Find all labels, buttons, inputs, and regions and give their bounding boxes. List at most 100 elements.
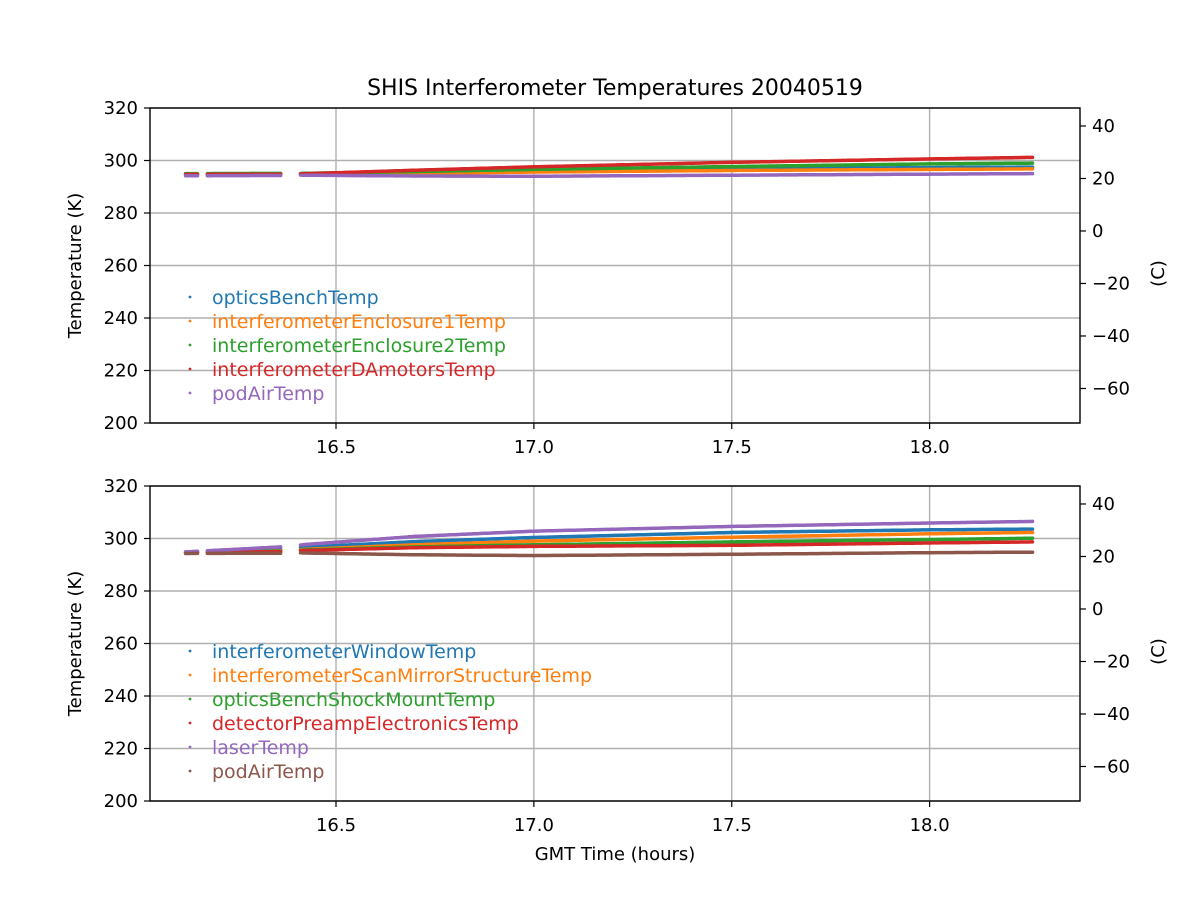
data-point — [532, 544, 536, 548]
legend-marker-opticsBenchShockMountTemp — [188, 697, 192, 701]
subplots: 16.5 17.0 17.5 18.0200220240260280300320−60… — [65, 98, 1169, 865]
data-point — [532, 165, 536, 169]
data-point — [532, 553, 536, 558]
data-point — [730, 160, 734, 164]
data-point — [532, 170, 536, 174]
y-right-tick-label: 20 — [1092, 168, 1115, 189]
data-point — [730, 552, 734, 556]
data-point — [928, 521, 932, 525]
series-group — [183, 519, 1035, 558]
y-right-tick-label: −60 — [1092, 756, 1130, 777]
data-point — [532, 167, 536, 172]
data-point — [278, 173, 283, 178]
data-point — [532, 174, 536, 178]
y-right-tick-label: −20 — [1092, 273, 1130, 294]
y-tick-label: 260 — [104, 256, 138, 277]
y-tick-label: 320 — [104, 98, 138, 119]
series-line-podAirTemp — [300, 171, 1035, 178]
data-point — [1030, 172, 1035, 176]
data-point — [730, 164, 734, 169]
y-right-tick-label: −60 — [1092, 378, 1130, 399]
y-tick-label: 300 — [104, 151, 138, 172]
data-point — [532, 539, 536, 543]
data-point — [730, 173, 734, 177]
series-line-podAirTemp — [300, 550, 1035, 558]
series-line-interferometerWindowTemp — [300, 527, 1035, 550]
data-point — [413, 540, 417, 544]
data-point — [1030, 527, 1035, 531]
legend-marker-podAirTemp — [188, 391, 192, 395]
y-tick-label: 220 — [104, 361, 138, 382]
y-right-tick-label: −40 — [1092, 704, 1130, 725]
legend-marker-interferometerEnclosure2Temp — [188, 343, 192, 347]
x-tick-label: 16.5 — [316, 815, 356, 836]
x-tick-label: 17.0 — [514, 437, 554, 458]
data-point — [928, 172, 932, 176]
series-line-interferometerEnclosure1Temp — [300, 167, 1035, 176]
data-point — [413, 534, 417, 539]
legend-marker-interferometerScanMirrorStructureTemp — [188, 673, 192, 677]
data-point — [730, 543, 734, 547]
data-point — [1030, 530, 1035, 535]
data-point — [730, 535, 734, 539]
legend-label-interferometerEnclosure2Temp: interferometerEnclosure2Temp — [212, 335, 506, 357]
data-point — [928, 537, 932, 542]
y-tick-label: 200 — [104, 791, 138, 812]
legend-marker-interferometerDAmotorsTemp — [188, 367, 192, 371]
legend-marker-detectorPreampElectronicsTemp — [188, 721, 192, 725]
data-point — [278, 545, 283, 549]
data-point — [730, 168, 734, 173]
legend-label-interferometerWindowTemp: interferometerWindowTemp — [212, 641, 476, 663]
x-axis-label: GMT Time (hours) — [535, 844, 696, 865]
y-right-tick-label: −40 — [1092, 326, 1130, 347]
data-point — [298, 543, 302, 547]
legend-marker-interferometerWindowTemp — [188, 649, 192, 653]
legend-label-laserTemp: laserTemp — [212, 737, 309, 759]
data-point — [413, 168, 417, 172]
y-right-tick-label: −20 — [1092, 651, 1130, 672]
y-right-tick-label: 0 — [1092, 221, 1103, 242]
y-right-axis-label: (C) — [1148, 260, 1169, 287]
data-point — [1030, 161, 1035, 165]
x-tick-label: 17.5 — [712, 815, 752, 836]
y-right-tick-label: 40 — [1092, 494, 1115, 515]
subplot-1: 16.5 17.0 17.5 18.0200220240260280300320−60… — [65, 98, 1169, 458]
data-point — [928, 528, 932, 532]
legend-label-interferometerDAmotorsTemp: interferometerDAmotorsTemp — [212, 359, 496, 381]
legend-label-detectorPreampElectronicsTemp: detectorPreampElectronicsTemp — [212, 713, 519, 735]
series-line-interferometerScanMirrorStructureTemp — [300, 530, 1035, 552]
y-right-tick-label: 20 — [1092, 546, 1115, 567]
y-tick-label: 200 — [104, 413, 138, 434]
data-point — [184, 174, 188, 178]
legend-label-opticsBenchShockMountTemp: opticsBenchShockMountTemp — [212, 689, 495, 711]
y-axis-label: Temperature (K) — [65, 571, 86, 718]
y-tick-label: 320 — [104, 476, 138, 497]
y-right-tick-label: 40 — [1092, 116, 1115, 137]
y-tick-label: 280 — [104, 581, 138, 602]
legend-label-interferometerScanMirrorStructureTemp: interferometerScanMirrorStructureTemp — [212, 665, 592, 687]
legend-label-podAirTemp: podAirTemp — [212, 761, 324, 783]
y-tick-label: 280 — [104, 203, 138, 224]
data-point — [1030, 155, 1035, 159]
data-point — [730, 524, 734, 529]
data-point — [928, 162, 932, 166]
data-point — [1030, 540, 1035, 544]
data-point — [532, 535, 536, 540]
y-tick-label: 260 — [104, 634, 138, 655]
y-axis-label: Temperature (K) — [65, 193, 86, 340]
x-tick-label: 17.0 — [514, 815, 554, 836]
data-point — [278, 551, 283, 555]
legend: opticsBenchTempinterferometerEnclosure1T… — [188, 287, 506, 405]
y-right-tick-label: 0 — [1092, 599, 1103, 620]
data-point — [413, 546, 417, 550]
series-group — [183, 155, 1035, 178]
y-tick-label: 240 — [104, 308, 138, 329]
series-line-detectorPreampElectronicsTemp — [300, 540, 1035, 553]
y-right-axis-label: (C) — [1148, 638, 1169, 665]
data-point — [413, 174, 417, 178]
legend-marker-opticsBenchTemp — [188, 295, 192, 299]
data-point — [532, 529, 536, 533]
data-point — [1030, 550, 1035, 554]
data-point — [298, 551, 302, 555]
data-point — [1030, 519, 1035, 524]
